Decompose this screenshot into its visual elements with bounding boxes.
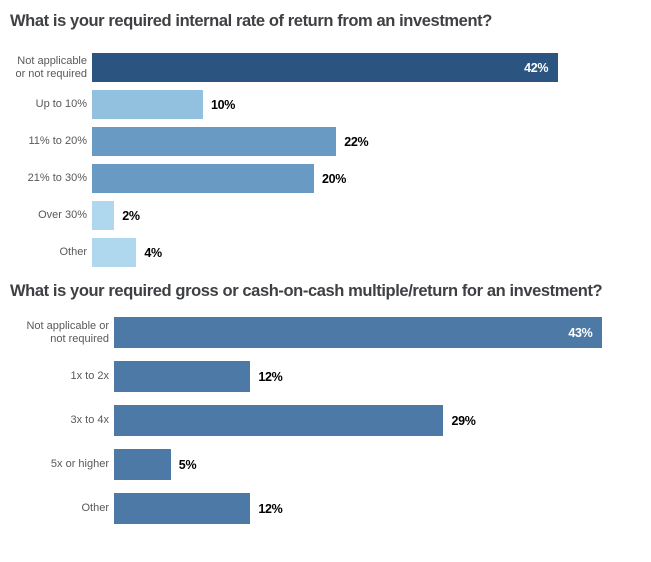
bar-track: 43% <box>114 317 651 348</box>
category-label: Not applicable or not required <box>15 55 87 80</box>
bar-row: Not applicable or not required 43% <box>10 317 651 348</box>
value-label: 43% <box>568 325 593 340</box>
bar-track: 20% <box>92 164 647 193</box>
bar: 42% <box>92 53 559 82</box>
value-label: 20% <box>322 171 347 186</box>
chart-title-irr: What is your required internal rate of r… <box>10 12 492 30</box>
category-label: 5x or higher <box>50 458 109 471</box>
bar-row: Other 4% <box>10 238 651 267</box>
bar-track: 12% <box>114 493 651 524</box>
bar-row: Other 12% <box>10 493 651 524</box>
value-label: 10% <box>211 97 236 112</box>
bar-track: 12% <box>114 361 651 392</box>
value-label: 22% <box>344 134 369 149</box>
bar-row: 11% to 20% 22% <box>10 127 651 156</box>
bar-track: 2% <box>92 201 647 230</box>
category-label: Other <box>81 502 109 515</box>
bar: 43% <box>114 317 603 348</box>
bar <box>114 361 251 392</box>
bar <box>92 127 337 156</box>
category-label: Other <box>59 246 87 259</box>
bar <box>92 238 137 267</box>
bar-row: 1x to 2x 12% <box>10 361 651 392</box>
category-label: 11% to 20% <box>28 135 87 148</box>
bar-row: 21% to 30% 20% <box>10 164 651 193</box>
bar-track: 5% <box>114 449 651 480</box>
category-label: Not applicable or not required <box>26 320 109 345</box>
category-label: 1x to 2x <box>70 370 109 383</box>
irr-bar-chart: What is your required internal rate of r… <box>10 11 651 267</box>
bar-track: 42% <box>92 53 647 82</box>
bar-track: 10% <box>92 90 647 119</box>
bar-track: 22% <box>92 127 647 156</box>
bar <box>92 164 314 193</box>
chart-title-multiple: What is your required gross or cash-on-c… <box>10 282 603 300</box>
multiple-chart-rows: Not applicable or not required 43% 1x to 2… <box>10 317 651 524</box>
value-label: 12% <box>258 501 283 516</box>
value-label: 42% <box>524 60 549 75</box>
irr-chart-rows: Not applicable or not required 42% Up to 1… <box>10 53 651 267</box>
multiple-bar-chart: What is your required gross or cash-on-c… <box>10 281 651 524</box>
bar-row: Over 30% 2% <box>10 201 651 230</box>
bar-row: Not applicable or not required 42% <box>10 53 651 82</box>
bar <box>92 201 115 230</box>
category-label: Up to 10% <box>35 98 87 111</box>
bar <box>114 449 171 480</box>
value-label: 29% <box>451 413 476 428</box>
category-label: 21% to 30% <box>27 172 87 185</box>
bar-row: 3x to 4x 29% <box>10 405 651 436</box>
value-label: 4% <box>144 245 162 260</box>
bar <box>92 90 203 119</box>
bar-track: 4% <box>92 238 647 267</box>
value-label: 2% <box>122 208 140 223</box>
bar-track: 29% <box>114 405 651 436</box>
category-label: 3x to 4x <box>70 414 109 427</box>
value-label: 5% <box>178 457 197 472</box>
bar-row: 5x or higher 5% <box>10 449 651 480</box>
bar <box>114 405 444 436</box>
value-label: 12% <box>258 369 283 384</box>
bar <box>114 493 251 524</box>
bar-row: Up to 10% 10% <box>10 90 651 119</box>
category-label: Over 30% <box>38 209 87 222</box>
